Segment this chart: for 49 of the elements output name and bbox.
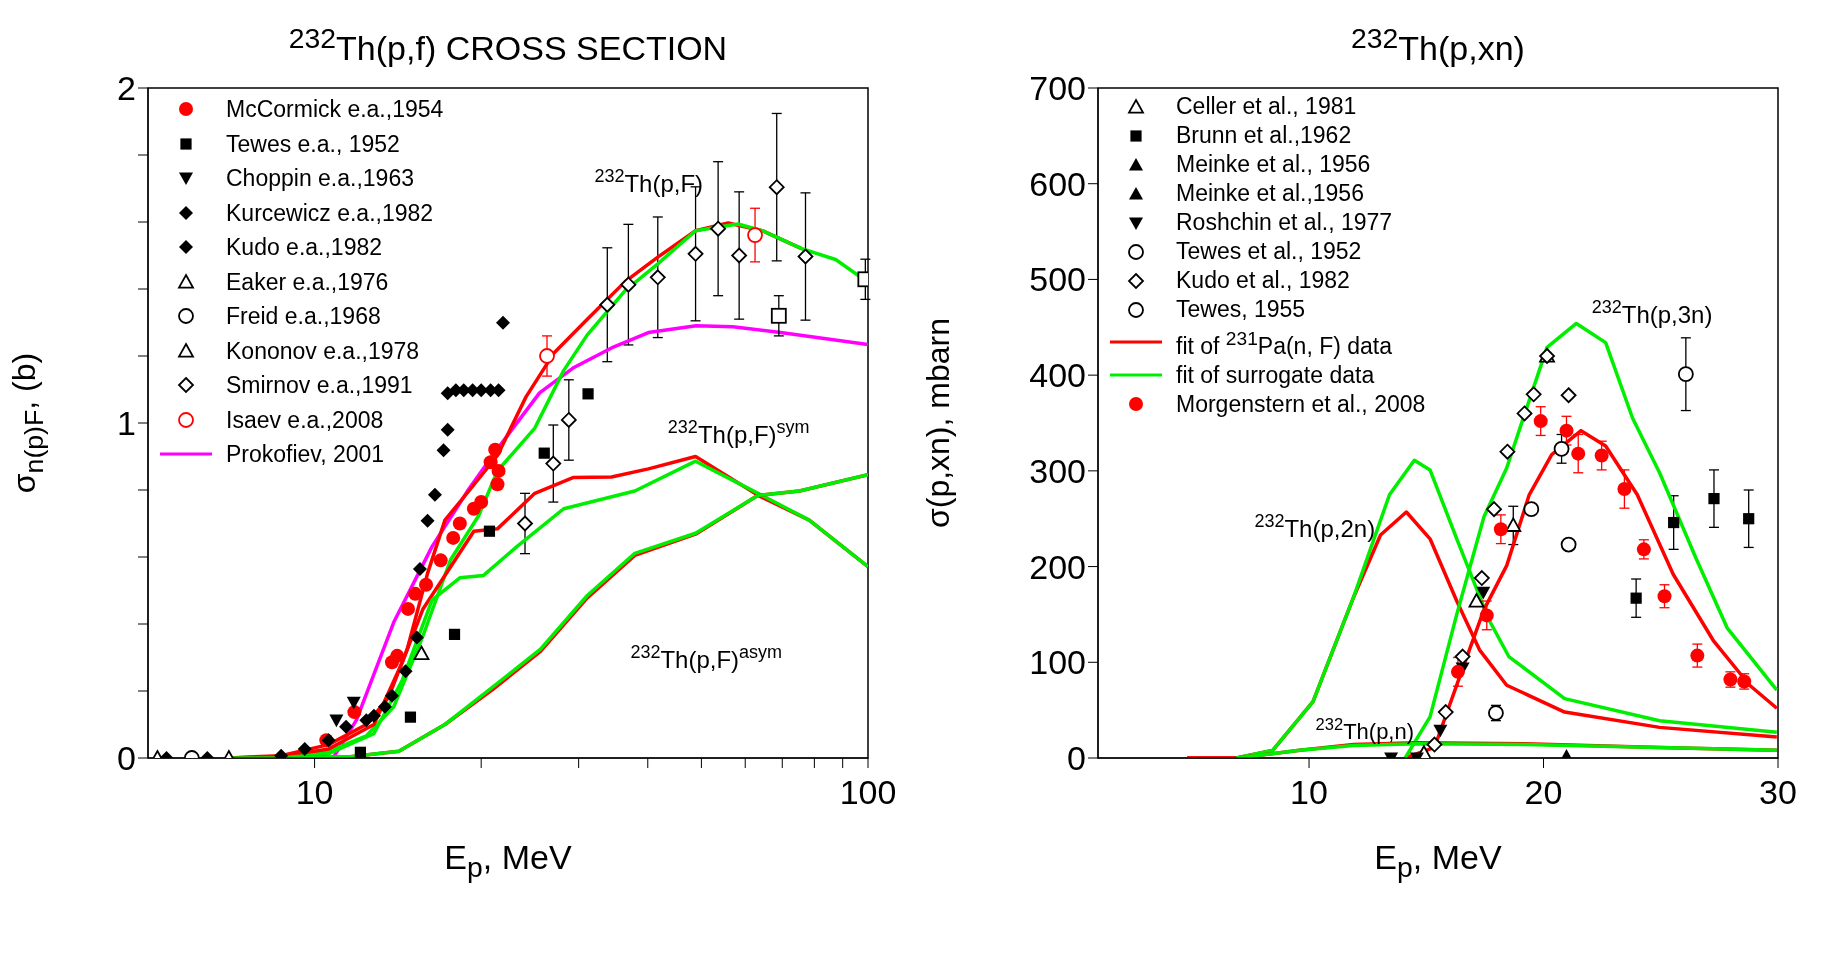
y-tick-label: 300 [1029, 451, 1086, 490]
legend-label: Smirnov e.a.,1991 [226, 371, 413, 400]
y-tick-label: 700 [1029, 69, 1086, 108]
x-axis-title: E$_{p}$, MeV [1373, 838, 1503, 884]
legend-label: Kudo e.a.,1982 [226, 233, 383, 262]
annotation: $^{232}$Th(p,2n) [1254, 510, 1376, 542]
legend-label: Choppin e.a.,1963 [226, 164, 414, 193]
y-tick-label: 400 [1029, 356, 1086, 395]
legend-label: Tewes et al., 1952 [1176, 237, 1362, 266]
legend-label: Brunn et al.,1962 [1176, 121, 1352, 150]
chart-title: $^{232}$Th(p,f) CROSS SECTION [287, 22, 729, 69]
x-tick-label: 10 [295, 773, 334, 812]
legend-label: Isaev e.a.,2008 [226, 405, 384, 435]
legend-label: Meinke et al.,1956 [1176, 179, 1364, 208]
legend-label: Celler et al., 1981 [1176, 92, 1357, 121]
x-tick-label: 30 [1759, 773, 1797, 812]
annotation: $^{232}$Th(p,F)$^{asym}$ [630, 641, 783, 673]
y-tick-label: 500 [1029, 260, 1086, 299]
chart-title: $^{232}$Th(p,xn) [1350, 22, 1526, 69]
legend-label: Kurcewicz e.a.,1982 [226, 198, 434, 228]
x-tick-label: 10 [1290, 773, 1328, 812]
y-tick-label: 100 [1029, 643, 1086, 682]
legend-label: McCormick e.a.,1954 [226, 95, 444, 124]
y-tick-label: 2 [117, 69, 136, 108]
y-tick-label: 0 [117, 739, 136, 778]
legend-label: Eaker e.a.,1976 [226, 267, 389, 297]
legend-label: fit of surrogate data [1176, 360, 1375, 390]
legend-label: Roshchin et al., 1977 [1176, 208, 1393, 237]
legend-label: Prokofiev, 2001 [226, 440, 385, 469]
annotation: $^{232}$Th(p,F)$^{sym}$ [667, 417, 810, 449]
y-tick-label: 200 [1029, 547, 1086, 586]
legend-label: Kononov e.a.,1978 [226, 336, 420, 366]
legend-label: Meinke et al., 1956 [1176, 150, 1371, 179]
legend-label: Tewes e.a., 1952 [226, 129, 400, 159]
legend-label: Freid e.a.,1968 [226, 302, 381, 331]
legend-label: Morgenstern et al., 2008 [1176, 389, 1426, 419]
y-tick-label: 0 [1067, 739, 1086, 778]
x-tick-label: 100 [839, 773, 897, 812]
x-axis-title: E$_{p}$, MeV [443, 838, 573, 884]
annotation: $^{232}$Th(p,n) [1315, 715, 1415, 745]
y-tick-label: 1 [117, 404, 136, 443]
y-tick-label: 600 [1029, 164, 1086, 203]
x-tick-label: 20 [1524, 773, 1563, 812]
legend-label: fit of $^{231}$Pa(n, F) data [1176, 327, 1393, 361]
annotation: $^{232}$Th(p,F) [594, 165, 704, 197]
legend-label: Kudo et al., 1982 [1176, 266, 1350, 295]
y-axis-title: σ(p,xn), mbarn [919, 317, 957, 529]
annotation: $^{232}$Th(p,3n) [1591, 296, 1713, 328]
legend-label: Tewes, 1955 [1176, 295, 1306, 324]
